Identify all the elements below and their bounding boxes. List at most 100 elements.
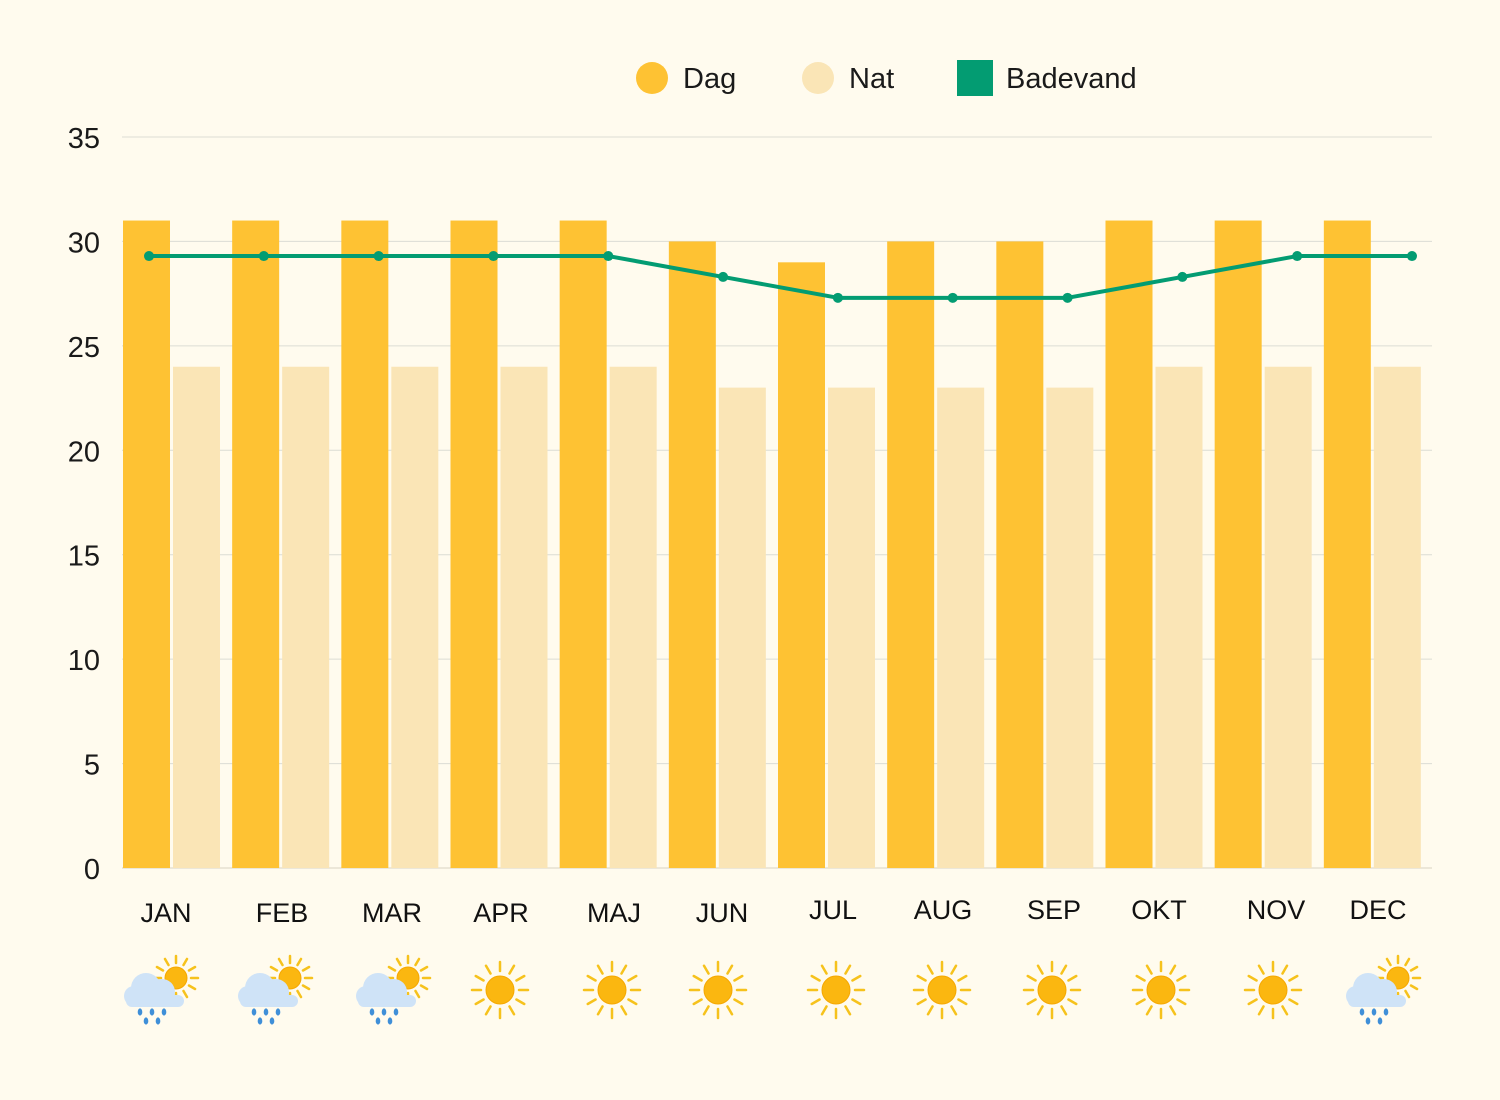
sun-ray [419,965,429,972]
sun-ray [1060,1005,1068,1016]
raindrop [381,1008,387,1016]
sun-ray [1067,974,1078,982]
sun-ray [1385,957,1392,967]
sun-ray [1281,1005,1289,1016]
sun-disc [1146,975,1176,1005]
bar-dag [996,241,1044,868]
badevand-point [373,251,384,262]
sun-ray [1257,1005,1265,1016]
y-tick-label: 10 [68,645,100,677]
y-tick-label: 20 [68,436,100,468]
legend: Dag Nat Badevand [636,60,1137,96]
y-tick-label: 5 [84,750,100,782]
y-tick-label: 30 [68,227,100,259]
raindrop [161,1008,167,1016]
y-tick-label: 15 [68,541,100,573]
sun-ray [851,998,862,1006]
sun-ray [155,965,165,972]
badevand-point [603,251,614,262]
sun-ray [1377,965,1387,972]
bar-dag [1105,220,1153,869]
sun-ray [692,974,703,982]
bar-dag [559,220,607,869]
raindrop [393,1008,399,1016]
sun-ray [1288,998,1299,1006]
cloud-icon [124,973,184,1007]
bar-nat [173,366,220,868]
badevand-point [1292,251,1303,262]
bar-dag [123,220,170,869]
sun-ray [586,974,597,982]
bar-nat [828,387,875,868]
legend-swatch-dag [636,62,668,94]
sun-ray [1026,998,1037,1006]
cloud-base [358,995,416,1007]
sun-ray [620,1005,628,1016]
raindrop [1383,1008,1389,1016]
sun-ray [810,974,821,982]
rain-sun-icon [1346,954,1422,1025]
sun-ray [1026,974,1037,982]
sun-ray [187,984,197,991]
bar-nat [1155,366,1203,868]
sun-ray [950,964,958,975]
month-label: MAJ [587,898,641,928]
raindrop [251,1008,257,1016]
sun-ray [916,998,927,1006]
raindrop [263,1008,269,1016]
sun-ray [1169,1005,1177,1016]
legend-label-badevand: Badevand [1006,63,1137,95]
sun-ray [957,974,968,982]
sun-ray [474,974,485,982]
sun-ray [277,957,284,967]
x-axis: JAN FEB MAR APR MAJ JUN JUL AUG SEP OKT NOV DEC [140,895,1406,928]
sun-ray [702,964,710,975]
sun-ray [620,964,628,975]
badevand-point [1177,271,1188,282]
badevand-point [947,292,958,303]
bar-dag [668,241,716,868]
month-label: FEB [256,898,309,928]
sun-ray [1409,984,1419,991]
sun-ray [163,957,170,967]
raindrop [387,1017,393,1025]
legend-item-dag: Dag [636,62,736,95]
raindrop [375,1017,381,1025]
sun-ray [419,984,429,991]
raindrop [137,1008,143,1016]
sun-ray [1036,964,1044,975]
sun-ray [586,998,597,1006]
badevand-point [832,292,843,303]
bar-dag [1214,220,1262,869]
month-label: JUL [809,895,857,925]
raindrop [143,1017,149,1025]
sun-ray [1404,957,1411,967]
sun-ray [182,957,189,967]
badevand-point [1407,251,1417,262]
bar-nat [1264,366,1312,868]
sun-ray [296,957,303,967]
month-label: NOV [1247,895,1306,925]
sun-ray [733,998,744,1006]
sun-ray [187,965,197,972]
sun-ray [916,974,927,982]
sun-ray [182,989,189,999]
sun-ray [820,964,828,975]
month-label: DEC [1349,895,1406,925]
sun-disc [485,975,515,1005]
y-tick-label: 0 [84,854,100,886]
legend-swatch-badevand [957,60,993,96]
sun-ray [1247,974,1258,982]
month-label: JAN [140,898,191,928]
sun-ray [395,957,402,967]
sun-ray [726,1005,734,1016]
sun-icon [806,960,866,1020]
bar-dag [887,241,935,868]
badevand-series-line [149,254,1412,300]
sun-ray [1176,974,1187,982]
raindrop [1365,1017,1371,1025]
sun-ray [957,998,968,1006]
sun-ray [810,998,821,1006]
sun-ray [474,998,485,1006]
